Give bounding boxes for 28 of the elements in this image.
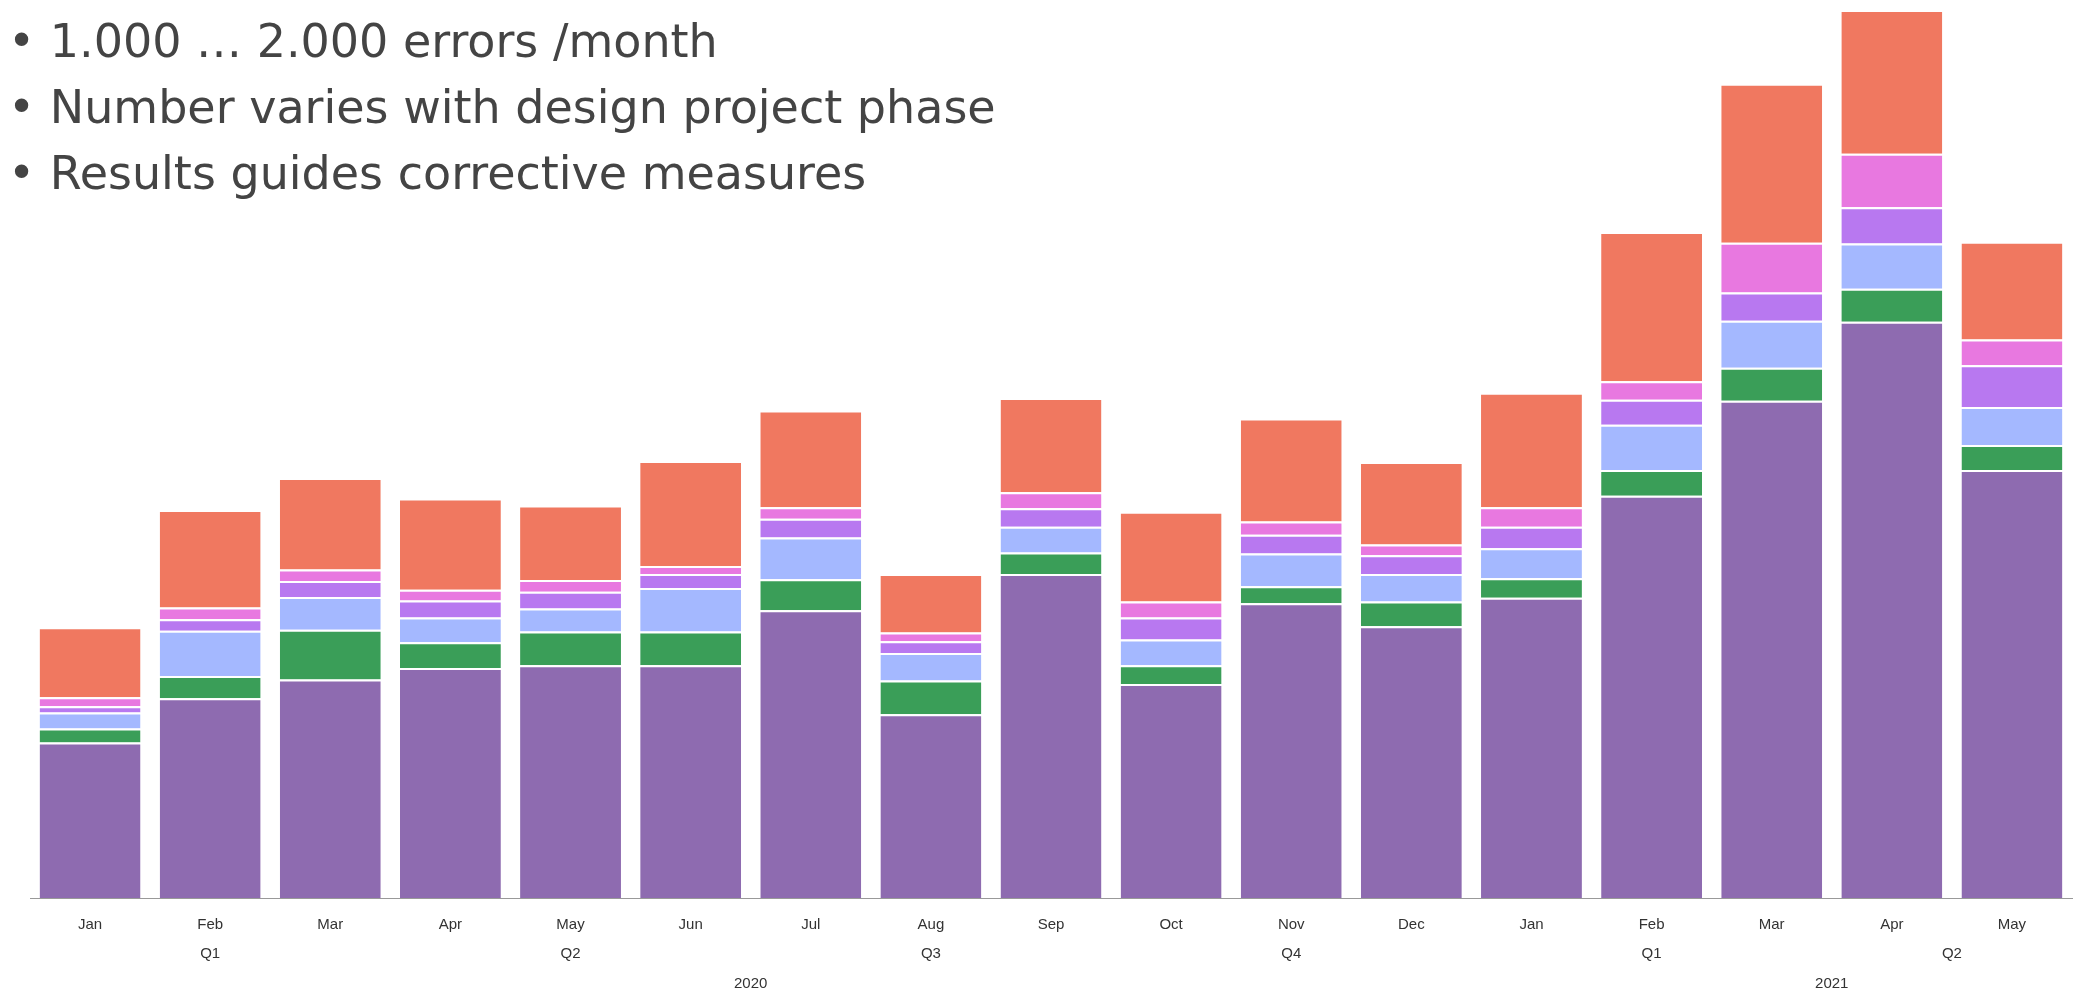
- x-tick-label: Feb: [197, 915, 224, 933]
- x-tick-label: Oct: [1159, 915, 1184, 933]
- x-tick-label: Jul: [801, 915, 821, 933]
- text: Q2: [1941, 944, 1962, 961]
- text: Q3: [920, 944, 941, 961]
- x-tick-label: Jan: [77, 915, 103, 933]
- x-tick-label: Apr: [1880, 915, 1904, 933]
- text: Q2: [560, 944, 581, 961]
- x-tick-label: Sep: [1037, 915, 1065, 933]
- x-tick-label: Feb: [1638, 915, 1665, 933]
- x-tick-label: May: [556, 915, 586, 933]
- annotation: • Results guides corrective measures: [8, 145, 868, 202]
- x-tick-label: Aug: [917, 915, 945, 933]
- text: Q4: [1281, 944, 1302, 961]
- x-tick-label: Jan: [1519, 915, 1544, 933]
- text: Q1: [1641, 944, 1662, 961]
- text: 2020: [734, 974, 768, 991]
- x-tick-label: Mar: [317, 915, 344, 933]
- x-tick-label: Nov: [1277, 915, 1306, 933]
- text: Q1: [200, 944, 221, 961]
- x-tick-label: Dec: [1398, 915, 1426, 933]
- x-tick-label: Apr: [438, 915, 463, 933]
- annotation: • Number varies with design project phase: [8, 79, 996, 136]
- x-tick-label: Jun: [678, 915, 703, 933]
- x-tick-label: May: [1997, 915, 2027, 933]
- annotation: • 1.000 … 2.000 errors /month: [8, 13, 719, 70]
- text: 2021: [1815, 974, 1849, 991]
- x-tick-label: Mar: [1758, 915, 1785, 933]
